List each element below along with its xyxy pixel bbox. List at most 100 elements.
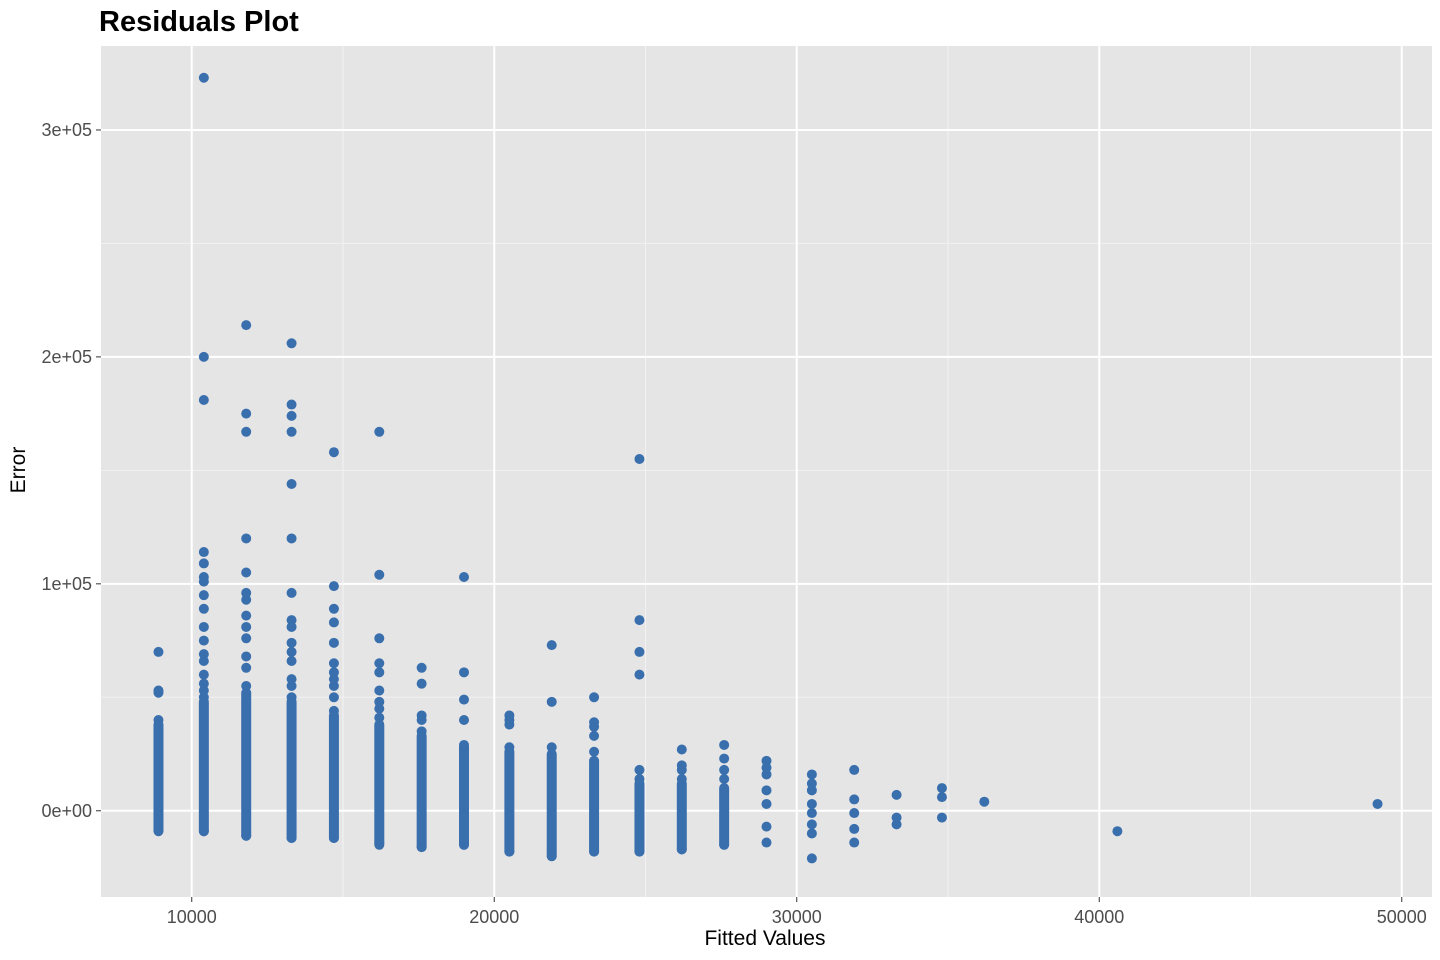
data-point <box>328 603 339 614</box>
data-point <box>328 581 339 592</box>
data-point <box>634 773 645 784</box>
plot-panel <box>101 46 1432 897</box>
data-point <box>153 685 164 696</box>
data-point <box>849 823 860 834</box>
data-point <box>634 846 645 857</box>
data-point <box>849 794 860 805</box>
x-tick-label: 40000 <box>1074 907 1124 927</box>
data-point <box>328 637 339 648</box>
data-point <box>286 637 297 648</box>
data-point <box>936 783 947 794</box>
data-point <box>761 785 772 796</box>
data-point <box>504 846 515 857</box>
data-point <box>849 837 860 848</box>
data-point <box>153 646 164 657</box>
data-point <box>546 640 557 651</box>
data-point <box>286 533 297 544</box>
data-point <box>459 739 469 750</box>
data-point <box>328 705 339 716</box>
data-point <box>806 808 817 819</box>
data-point <box>241 633 252 644</box>
data-point <box>634 615 645 626</box>
data-point <box>198 826 209 837</box>
data-point <box>416 678 427 689</box>
x-tick-label: 50000 <box>1377 907 1427 927</box>
data-point <box>153 714 164 725</box>
data-point <box>634 454 645 465</box>
x-tick-label: 20000 <box>469 907 519 927</box>
data-point <box>504 710 515 721</box>
data-point <box>806 769 817 780</box>
data-point <box>676 760 687 771</box>
data-point <box>374 658 385 669</box>
data-point <box>719 839 730 850</box>
data-point <box>719 773 730 784</box>
data-point <box>936 812 947 823</box>
data-point <box>546 742 557 753</box>
data-point <box>286 587 297 598</box>
data-point <box>153 823 164 834</box>
data-point <box>374 685 385 696</box>
data-point <box>504 742 515 753</box>
data-point <box>761 821 772 832</box>
x-axis-ticks: 10000 20000 30000 40000 50000 <box>167 897 1427 927</box>
data-point <box>328 447 339 458</box>
data-point <box>198 547 209 558</box>
data-point <box>374 712 385 723</box>
data-point <box>241 662 252 673</box>
data-point <box>328 658 339 669</box>
data-point <box>459 839 469 850</box>
y-tick-label: 3e+05 <box>41 120 92 140</box>
data-point <box>979 796 990 807</box>
data-point <box>241 567 252 578</box>
data-point <box>241 830 252 841</box>
data-point <box>459 714 469 725</box>
data-point <box>374 696 385 707</box>
data-point <box>761 798 772 809</box>
data-point <box>286 399 297 410</box>
data-point <box>806 778 817 789</box>
data-point <box>286 338 297 349</box>
major-gridlines <box>101 46 1432 897</box>
data-point <box>719 764 730 775</box>
data-point <box>198 603 209 614</box>
data-point <box>241 533 252 544</box>
data-point <box>198 649 209 660</box>
data-point <box>761 755 772 766</box>
data-point <box>328 667 339 678</box>
data-point <box>891 812 902 823</box>
data-point <box>676 744 687 755</box>
x-tick-label: 10000 <box>167 907 217 927</box>
data-point <box>806 798 817 809</box>
data-point <box>374 426 385 437</box>
data-point <box>761 837 772 848</box>
data-point <box>286 692 297 703</box>
data-point <box>241 621 252 632</box>
data-point <box>328 832 339 843</box>
data-point <box>416 726 427 737</box>
data-point <box>198 590 209 601</box>
data-points <box>153 72 1383 864</box>
data-point <box>589 846 600 857</box>
data-point <box>806 853 817 864</box>
data-point <box>1372 798 1383 809</box>
data-point <box>198 678 209 689</box>
data-point <box>416 662 427 673</box>
data-point <box>374 837 385 848</box>
data-point <box>241 651 252 662</box>
data-point <box>198 351 209 362</box>
data-point <box>416 842 427 853</box>
data-point <box>328 692 339 703</box>
data-point <box>719 753 730 764</box>
data-point <box>634 669 645 680</box>
data-point <box>416 710 427 721</box>
data-point <box>198 635 209 646</box>
data-point <box>1112 826 1123 837</box>
data-point <box>241 320 252 331</box>
data-point <box>286 832 297 843</box>
data-point <box>286 410 297 421</box>
x-axis-title: Fitted Values <box>704 927 825 950</box>
data-point <box>286 655 297 666</box>
data-point <box>241 610 252 621</box>
